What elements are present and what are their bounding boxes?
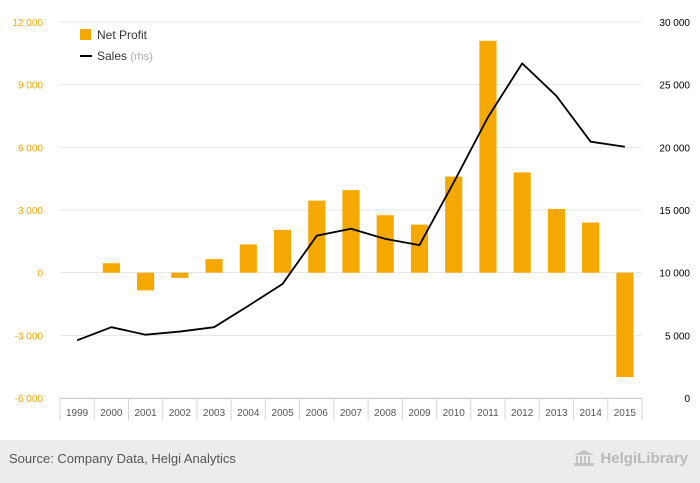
bar-net-profit[interactable]	[171, 272, 189, 278]
bar-net-profit[interactable]	[479, 40, 497, 273]
bar-net-profit[interactable]	[342, 190, 360, 273]
bar-net-profit[interactable]	[616, 272, 634, 378]
brand-name: HelgiLibrary	[600, 449, 688, 467]
bar-net-profit[interactable]	[445, 176, 463, 273]
y-left-tick-label: 12 000	[12, 18, 43, 29]
bar-net-profit[interactable]	[410, 224, 429, 273]
source-text: Source: Company Data, Helgi Analytics	[9, 451, 236, 466]
legend-label-sales: Sales (rhs)	[97, 49, 153, 63]
legend-label-net-profit: Net Profit	[97, 28, 148, 42]
y-right-tick-label: 10 000	[659, 269, 690, 280]
y-right-tick-label: 25 000	[659, 81, 690, 92]
y-right-tick-label: 5 000	[665, 331, 690, 342]
line-sales[interactable]	[76, 62, 626, 342]
y-left-tick-label: -3 000	[15, 331, 44, 342]
x-tick-label: 2013	[545, 408, 568, 419]
x-tick-label: 2001	[134, 408, 157, 419]
legend: Net Profit Sales (rhs)	[80, 28, 153, 63]
y-right-tick-label: 30 000	[659, 18, 690, 29]
bar-net-profit[interactable]	[137, 272, 155, 291]
legend-suffix-rhs: (rhs)	[130, 51, 153, 63]
y-right-tick-label: 20 000	[659, 143, 690, 154]
legend-swatch-net-profit	[80, 29, 91, 40]
x-tick-label: 2006	[306, 408, 329, 419]
bar-net-profit[interactable]	[513, 172, 531, 273]
x-tick-label: 2011	[477, 408, 499, 419]
bar-net-profit[interactable]	[205, 259, 223, 273]
line-layer	[76, 62, 626, 342]
bar-net-profit[interactable]	[102, 263, 120, 273]
combo-chart: -6 000 -3 000 0 3 000 6 000 9 000 12 000 0 5 000…	[12, 18, 690, 420]
x-tick-label: 2010	[443, 408, 466, 419]
brand[interactable]: HelgiLibrary	[573, 449, 688, 467]
y-left-tick-label: 6 000	[18, 143, 43, 154]
x-tick-label: 2015	[614, 408, 637, 419]
library-building-icon	[574, 450, 595, 466]
footer: Source: Company Data, Helgi Analytics He…	[0, 440, 700, 483]
y-right-tick-label: 0	[684, 394, 690, 405]
bar-net-profit[interactable]	[376, 215, 394, 273]
y-left-tick-label: -6 000	[15, 394, 44, 405]
y-left-tick-label: 3 000	[18, 206, 43, 217]
x-tick-label: 1999	[66, 408, 89, 419]
y-right-tick-label: 15 000	[659, 206, 690, 217]
axis-layer: -6 000 -3 000 0 3 000 6 000 9 000 12 000 0 5 000…	[12, 18, 690, 420]
bar-net-profit[interactable]	[582, 222, 600, 273]
x-tick-label: 2002	[169, 408, 192, 419]
x-tick-label: 2012	[511, 408, 534, 419]
x-tick-label: 2009	[408, 408, 431, 419]
bar-net-profit[interactable]	[273, 229, 292, 273]
bar-net-profit[interactable]	[239, 244, 257, 273]
bar-layer	[102, 40, 634, 378]
y-left-tick-label: 9 000	[18, 81, 43, 92]
x-tick-label: 2000	[100, 408, 123, 419]
x-tick-label: 2014	[580, 408, 603, 419]
bar-net-profit[interactable]	[547, 208, 565, 273]
x-tick-label: 2004	[237, 408, 260, 419]
x-tick-label: 2008	[374, 408, 397, 419]
x-tick-label: 2003	[203, 408, 226, 419]
x-tick-label: 2007	[340, 408, 363, 419]
y-left-tick-label: 0	[37, 269, 43, 280]
x-tick-label: 2005	[271, 408, 294, 419]
